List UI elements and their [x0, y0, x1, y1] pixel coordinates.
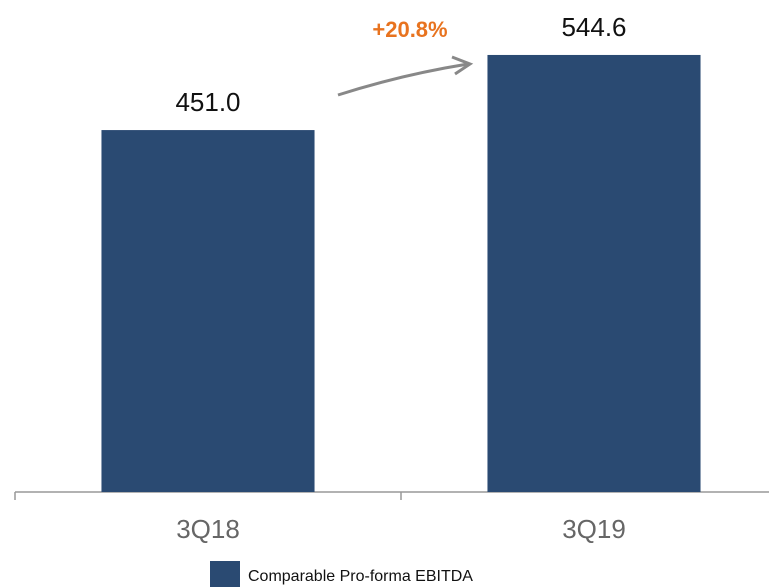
growth-annotation: +20.8% — [372, 17, 447, 42]
growth-arrow-head — [451, 55, 474, 76]
bar — [487, 54, 701, 493]
x-tick-label: 3Q19 — [562, 514, 626, 544]
growth-arrow — [337, 62, 469, 97]
value-label: 544.6 — [561, 12, 626, 42]
x-tick-label: 3Q18 — [176, 514, 240, 544]
bar — [101, 130, 315, 492]
legend-swatch — [210, 561, 240, 587]
value-label: 451.0 — [175, 87, 240, 117]
legend-label: Comparable Pro-forma EBITDA — [248, 568, 473, 585]
